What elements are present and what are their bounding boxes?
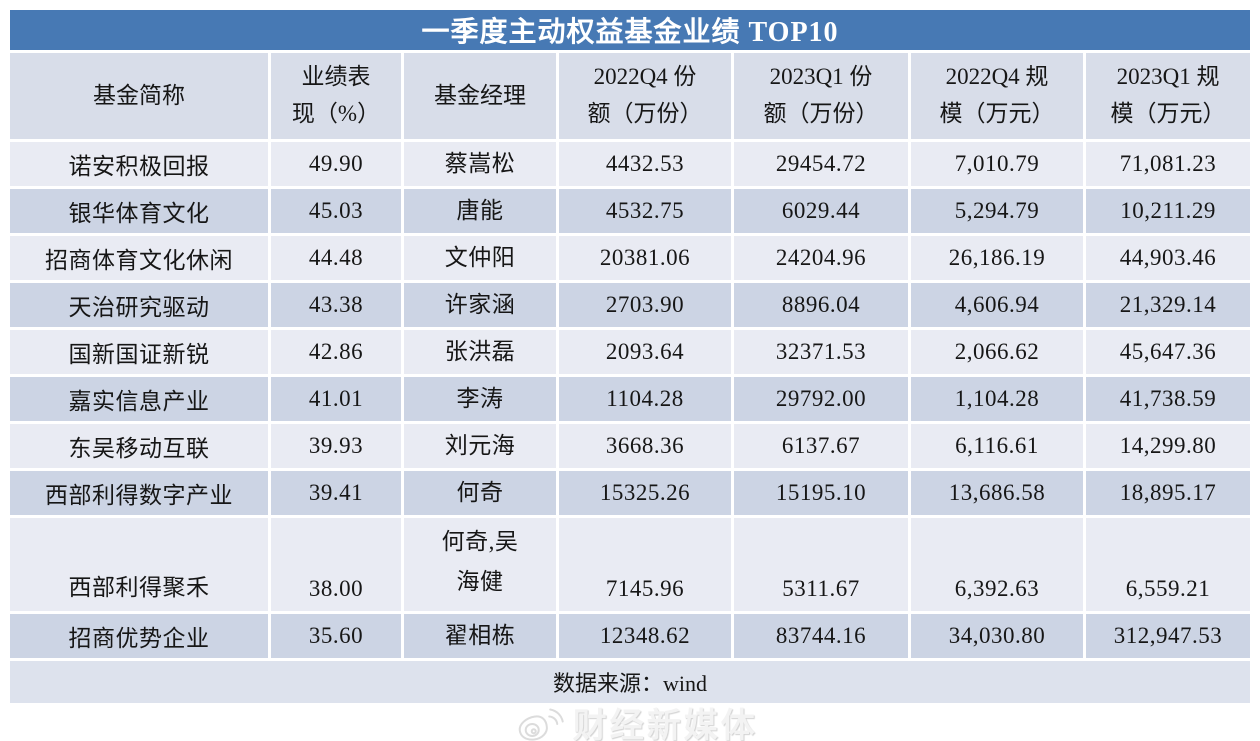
performance-pct-cell: 44.48 — [271, 236, 401, 280]
table-row: 嘉实信息产业 41.01 李涛 1104.28 29792.00 1,104.28 41,7… — [10, 377, 1251, 421]
fund-name-cell: 银华体育文化 — [10, 189, 268, 233]
table-row: 银华体育文化 45.03 唐能 4532.75 6029.44 5,294.79 10,21… — [10, 189, 1251, 233]
performance-pct-cell: 39.41 — [271, 471, 401, 515]
scale-2023q1-cell: 18,895.17 — [1086, 471, 1251, 515]
performance-pct-cell: 42.86 — [271, 330, 401, 374]
fund-manager-cell: 唐能 — [404, 189, 556, 233]
share-2023q1-cell: 32371.53 — [734, 330, 908, 374]
scale-2022q4-cell: 7,010.79 — [911, 142, 1083, 186]
fund-manager-cell: 刘元海 — [404, 424, 556, 468]
fund-manager-cell: 蔡嵩松 — [404, 142, 556, 186]
fund-manager-cell: 许家涵 — [404, 283, 556, 327]
share-2022q4-cell: 15325.26 — [559, 471, 731, 515]
share-2022q4-cell: 4532.75 — [559, 189, 731, 233]
scale-2022q4-cell: 13,686.58 — [911, 471, 1083, 515]
share-2023q1-cell: 5311.67 — [734, 518, 908, 611]
performance-pct-cell: 39.93 — [271, 424, 401, 468]
table-row: 西部利得数字产业 39.41 何奇 15325.26 15195.10 13,686.58… — [10, 471, 1251, 515]
scale-2023q1-cell: 14,299.80 — [1086, 424, 1251, 468]
table-row: 东吴移动互联 39.93 刘元海 3668.36 6137.67 6,116.61 14,2… — [10, 424, 1251, 468]
scale-2023q1-cell: 45,647.36 — [1086, 330, 1251, 374]
fund-performance-table: 一季度主动权益基金业绩 TOP10 基金简称 业绩表 现（%） 基金经理 2022Q4… — [7, 7, 1253, 706]
table-row: 招商优势企业 35.60 翟相栋 12348.62 83744.16 34,030.80 3… — [10, 614, 1251, 658]
fund-name-cell: 诺安积极回报 — [10, 142, 268, 186]
fund-name-cell: 招商优势企业 — [10, 614, 268, 658]
share-2022q4-cell: 3668.36 — [559, 424, 731, 468]
table-row: 诺安积极回报 49.90 蔡嵩松 4432.53 29454.72 7,010.79 71,… — [10, 142, 1251, 186]
share-2022q4-cell: 2093.64 — [559, 330, 731, 374]
scale-2022q4-cell: 34,030.80 — [911, 614, 1083, 658]
scale-2023q1-cell: 6,559.21 — [1086, 518, 1251, 611]
performance-pct-cell: 41.01 — [271, 377, 401, 421]
performance-pct-cell: 45.03 — [271, 189, 401, 233]
fund-name-cell: 国新国证新锐 — [10, 330, 268, 374]
scale-2023q1-cell: 10,211.29 — [1086, 189, 1251, 233]
column-header-share-2023q1: 2023Q1 份 额（万份） — [734, 53, 908, 139]
share-2023q1-cell: 24204.96 — [734, 236, 908, 280]
share-2022q4-cell: 12348.62 — [559, 614, 731, 658]
column-header-performance-pct: 业绩表 现（%） — [271, 53, 401, 139]
scale-2023q1-cell: 44,903.46 — [1086, 236, 1251, 280]
scale-2023q1-cell: 41,738.59 — [1086, 377, 1251, 421]
scale-2022q4-cell: 6,116.61 — [911, 424, 1083, 468]
fund-name-cell: 招商体育文化休闲 — [10, 236, 268, 280]
fund-name-cell: 东吴移动互联 — [10, 424, 268, 468]
scale-2023q1-cell: 21,329.14 — [1086, 283, 1251, 327]
column-header-scale-2023q1: 2023Q1 规 模（万元） — [1086, 53, 1251, 139]
performance-pct-cell: 38.00 — [271, 518, 401, 611]
share-2022q4-cell: 4432.53 — [559, 142, 731, 186]
column-header-share-2022q4: 2022Q4 份 额（万份） — [559, 53, 731, 139]
share-2023q1-cell: 29454.72 — [734, 142, 908, 186]
table-title: 一季度主动权益基金业绩 TOP10 — [10, 10, 1251, 50]
share-2022q4-cell: 2703.90 — [559, 283, 731, 327]
share-2022q4-cell: 7145.96 — [559, 518, 731, 611]
column-header-fund-name: 基金简称 — [10, 53, 268, 139]
performance-pct-cell: 35.60 — [271, 614, 401, 658]
table-row: 西部利得聚禾 38.00 何奇,吴 海健 7145.96 5311.67 6,392.63… — [10, 518, 1251, 611]
data-source-note: 数据来源：wind — [10, 661, 1251, 703]
share-2023q1-cell: 8896.04 — [734, 283, 908, 327]
scale-2022q4-cell: 4,606.94 — [911, 283, 1083, 327]
scale-2022q4-cell: 5,294.79 — [911, 189, 1083, 233]
share-2023q1-cell: 29792.00 — [734, 377, 908, 421]
scale-2022q4-cell: 1,104.28 — [911, 377, 1083, 421]
fund-name-cell: 嘉实信息产业 — [10, 377, 268, 421]
table-container: 一季度主动权益基金业绩 TOP10 基金简称 业绩表 现（%） 基金经理 2022Q4… — [7, 7, 1253, 706]
table-row: 天治研究驱动 43.38 许家涵 2703.90 8896.04 4,606.94 21,3… — [10, 283, 1251, 327]
scale-2022q4-cell: 26,186.19 — [911, 236, 1083, 280]
fund-name-cell: 西部利得数字产业 — [10, 471, 268, 515]
fund-manager-cell: 张洪磊 — [404, 330, 556, 374]
column-header-scale-2022q4: 2022Q4 规 模（万元） — [911, 53, 1083, 139]
table-row: 国新国证新锐 42.86 张洪磊 2093.64 32371.53 2,066.62 45,… — [10, 330, 1251, 374]
scale-2022q4-cell: 6,392.63 — [911, 518, 1083, 611]
performance-pct-cell: 49.90 — [271, 142, 401, 186]
fund-manager-cell: 翟相栋 — [404, 614, 556, 658]
share-2023q1-cell: 15195.10 — [734, 471, 908, 515]
performance-pct-cell: 43.38 — [271, 283, 401, 327]
fund-name-cell: 西部利得聚禾 — [10, 518, 268, 611]
fund-manager-cell: 文仲阳 — [404, 236, 556, 280]
header-row: 基金简称 业绩表 现（%） 基金经理 2022Q4 份 额（万份） 2023Q1 份 额… — [10, 53, 1251, 139]
scale-2022q4-cell: 2,066.62 — [911, 330, 1083, 374]
share-2023q1-cell: 6137.67 — [734, 424, 908, 468]
share-2023q1-cell: 6029.44 — [734, 189, 908, 233]
scale-2023q1-cell: 312,947.53 — [1086, 614, 1251, 658]
table-row: 招商体育文化休闲 44.48 文仲阳 20381.06 24204.96 26,186.1… — [10, 236, 1251, 280]
fund-manager-cell: 李涛 — [404, 377, 556, 421]
share-2023q1-cell: 83744.16 — [734, 614, 908, 658]
share-2022q4-cell: 1104.28 — [559, 377, 731, 421]
fund-manager-cell: 何奇,吴 海健 — [404, 518, 556, 611]
fund-name-cell: 天治研究驱动 — [10, 283, 268, 327]
weibo-logo-icon — [517, 703, 565, 741]
fund-manager-cell: 何奇 — [404, 471, 556, 515]
column-header-fund-manager: 基金经理 — [404, 53, 556, 139]
scale-2023q1-cell: 71,081.23 — [1086, 142, 1251, 186]
share-2022q4-cell: 20381.06 — [559, 236, 731, 280]
